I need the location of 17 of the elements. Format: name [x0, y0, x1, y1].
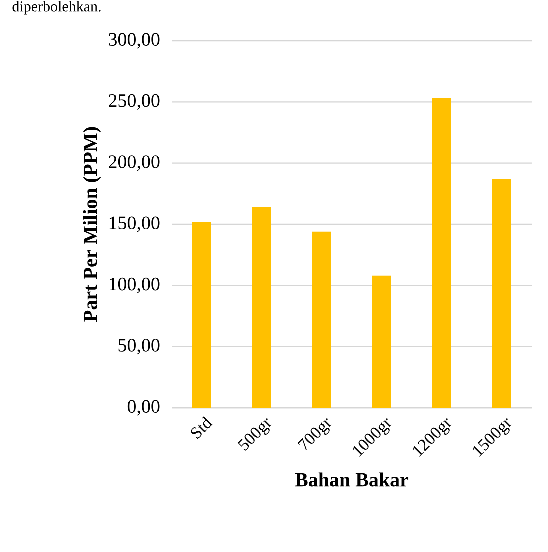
- y-tick-label: 0,00: [128, 400, 160, 416]
- bar: [372, 276, 392, 408]
- bar: [492, 179, 512, 408]
- y-tick-label: 300,00: [109, 33, 160, 49]
- y-tick-label: 200,00: [109, 156, 160, 172]
- bar: [432, 98, 452, 408]
- y-tick-label: 100,00: [110, 278, 160, 294]
- bar: [252, 207, 272, 408]
- text: diperbolehkan.: [12, 1, 101, 15]
- bar: [312, 232, 332, 408]
- y-axis-title: Part Per Milion (PPM): [83, 127, 102, 322]
- x-axis-title: Bahan Bakar: [295, 472, 409, 487]
- y-tick-label: 250,00: [109, 94, 160, 110]
- y-tick-label: 50,00: [118, 339, 160, 355]
- bar: [192, 222, 212, 408]
- x-tick-label: Std: [191, 416, 214, 440]
- y-tick-label: 150,00: [110, 216, 160, 232]
